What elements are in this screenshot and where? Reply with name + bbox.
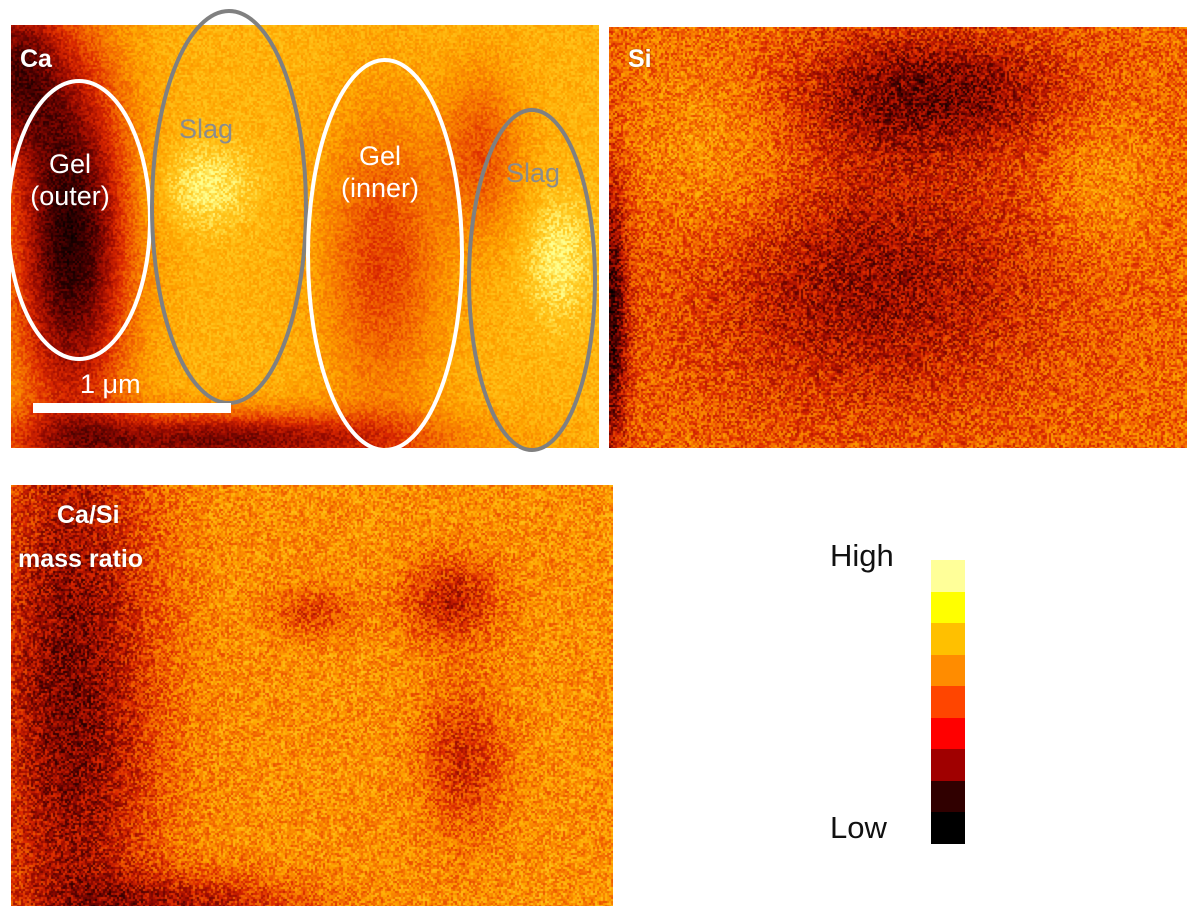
colorbar [931, 560, 965, 844]
colorbar-segment [931, 812, 965, 844]
gel-outer-label: Gel (outer) [20, 148, 120, 212]
colorbar-segment [931, 686, 965, 718]
ca-panel-label: Ca [20, 45, 52, 73]
gel-inner-label-line2: (inner) [340, 173, 420, 203]
colorbar-segment [931, 780, 965, 813]
colorbar-segment [931, 749, 965, 781]
colorbar-segment [931, 591, 965, 624]
si-panel-label: Si [628, 45, 652, 73]
ratio-panel-label-line2: mass ratio [18, 545, 144, 573]
slag-left-label: Slag [178, 114, 234, 144]
colorbar-segment [931, 623, 965, 655]
colorbar-segment [931, 560, 965, 592]
colorbar-high-label: High [830, 538, 894, 573]
ca-si-ratio-map [11, 485, 613, 906]
colorbar-segment [931, 717, 965, 750]
gel-inner-label: Gel (inner) [325, 140, 435, 204]
ratio-panel-label-line1: Ca/Si [57, 501, 120, 529]
si-elemental-map [609, 27, 1187, 448]
gel-outer-label-line2: (outer) [30, 181, 110, 211]
slag-right-label: Slag [505, 158, 561, 188]
gel-inner-label-line1: Gel [358, 141, 402, 171]
scale-bar-label: 1 μm [80, 369, 141, 399]
colorbar-low-label: Low [830, 810, 887, 845]
colorbar-segment [931, 654, 965, 687]
gel-outer-label-line1: Gel [48, 149, 92, 179]
